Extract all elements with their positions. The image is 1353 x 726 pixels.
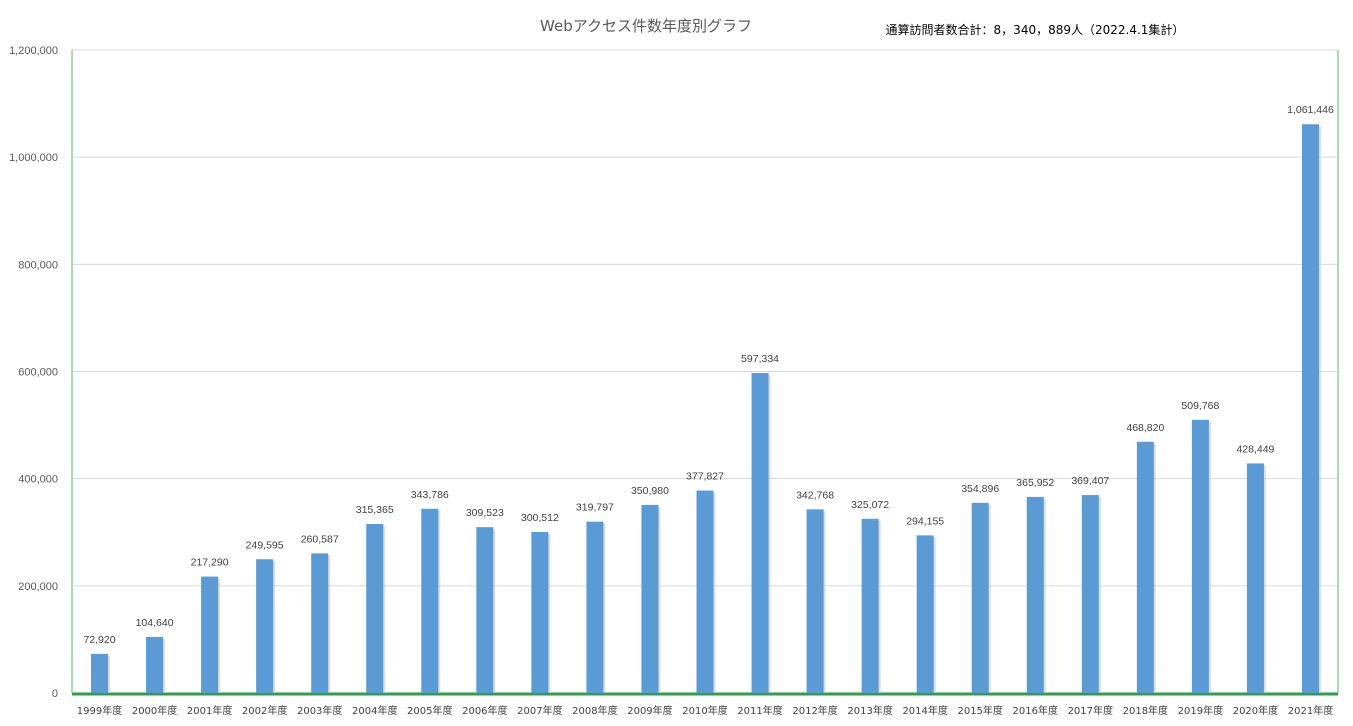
data-label: 309,523 xyxy=(466,507,504,519)
data-label: 260,587 xyxy=(301,533,339,545)
y-tick-label: 800,000 xyxy=(18,259,58,271)
data-label: 294,155 xyxy=(906,515,944,527)
y-axis-ticks: 0 200,000 400,000 600,000 800,000 1,000,000 1,… xyxy=(9,45,58,700)
x-tick-label: 2020年度 xyxy=(1233,704,1278,717)
x-tick-label: 2004年度 xyxy=(352,704,397,717)
bar xyxy=(366,524,384,693)
data-label: 104,640 xyxy=(136,617,174,629)
data-label: 319,797 xyxy=(576,502,614,514)
gridlines xyxy=(71,49,1339,696)
x-tick-label: 2017年度 xyxy=(1068,704,1113,717)
x-tick-label: 2002年度 xyxy=(242,704,287,717)
y-tick-label: 1,200,000 xyxy=(9,45,58,57)
x-tick-label: 2021年度 xyxy=(1288,704,1333,717)
bar xyxy=(1081,495,1099,693)
x-tick-label: 2006年度 xyxy=(462,704,507,717)
x-tick-label: 2018年度 xyxy=(1123,704,1168,717)
bar xyxy=(1191,419,1209,693)
bar xyxy=(1136,441,1154,693)
data-label: 468,820 xyxy=(1126,422,1164,434)
bar xyxy=(311,553,329,693)
bar xyxy=(696,490,714,693)
x-tick-label: 2000年度 xyxy=(132,704,177,717)
total-visitors-note: 通算訪問者数合計：8，340，889人（2022.4.1集計） xyxy=(886,22,1185,37)
chart-title: Webアクセス件数年度別グラフ xyxy=(540,17,752,35)
data-label: 217,290 xyxy=(191,557,229,569)
bar xyxy=(421,508,439,693)
data-label: 342,768 xyxy=(796,489,834,501)
data-label: 369,407 xyxy=(1071,475,1109,487)
x-tick-label: 1999年度 xyxy=(77,704,122,717)
bar xyxy=(256,559,274,693)
y-tick-label: 1,000,000 xyxy=(9,152,58,164)
bar xyxy=(1301,124,1319,694)
data-label: 300,512 xyxy=(521,512,559,524)
y-tick-label: 0 xyxy=(52,688,58,700)
bar xyxy=(916,535,934,693)
x-tick-label: 2019年度 xyxy=(1178,704,1223,717)
x-tick-label: 2009年度 xyxy=(627,704,672,717)
data-label: 428,449 xyxy=(1236,443,1274,455)
x-tick-label: 2010年度 xyxy=(682,704,727,717)
bar xyxy=(1026,496,1044,693)
x-axis-ticks: 1999年度 2000年度 2001年度 2002年度 2003年度 2004年度 2005… xyxy=(77,704,1333,717)
y-tick-label: 400,000 xyxy=(18,474,58,486)
data-label: 315,365 xyxy=(356,504,394,516)
x-tick-label: 2014年度 xyxy=(902,704,947,717)
bar xyxy=(586,521,604,693)
data-label: 72,920 xyxy=(83,634,115,646)
bar xyxy=(1246,463,1264,693)
x-tick-label: 2016年度 xyxy=(1013,704,1058,717)
data-label: 509,768 xyxy=(1181,400,1219,412)
data-label: 365,952 xyxy=(1016,477,1054,489)
y-tick-label: 600,000 xyxy=(18,367,58,379)
data-label: 377,827 xyxy=(686,471,724,483)
x-tick-label: 2015年度 xyxy=(957,704,1002,717)
y-tick-label: 200,000 xyxy=(18,581,58,593)
data-label: 350,980 xyxy=(631,485,669,497)
bar xyxy=(201,576,219,693)
bar xyxy=(91,653,109,693)
data-label: 597,334 xyxy=(741,353,779,365)
bar xyxy=(971,502,989,693)
bar xyxy=(751,372,769,693)
x-tick-label: 2008年度 xyxy=(572,704,617,717)
x-tick-label: 2012年度 xyxy=(792,704,837,717)
data-label: 354,896 xyxy=(961,483,999,495)
data-label: 325,072 xyxy=(851,499,889,511)
bar xyxy=(806,509,824,693)
data-label: 249,595 xyxy=(246,539,284,551)
bars xyxy=(91,124,1321,694)
x-tick-label: 2005年度 xyxy=(407,704,452,717)
x-tick-label: 2007年度 xyxy=(517,704,562,717)
bar xyxy=(861,518,879,693)
bar xyxy=(146,636,164,693)
x-tick-label: 2003年度 xyxy=(297,704,342,717)
data-label: 343,786 xyxy=(411,489,449,501)
data-label: 1,061,446 xyxy=(1287,104,1334,116)
bar xyxy=(476,527,494,693)
x-tick-label: 2013年度 xyxy=(847,704,892,717)
x-tick-label: 2011年度 xyxy=(737,704,782,717)
bar xyxy=(531,531,549,693)
data-labels: 72,920 104,640 217,290 249,595 260,587 315,36… xyxy=(83,104,1334,646)
bar xyxy=(641,504,659,693)
x-tick-label: 2001年度 xyxy=(187,704,232,717)
